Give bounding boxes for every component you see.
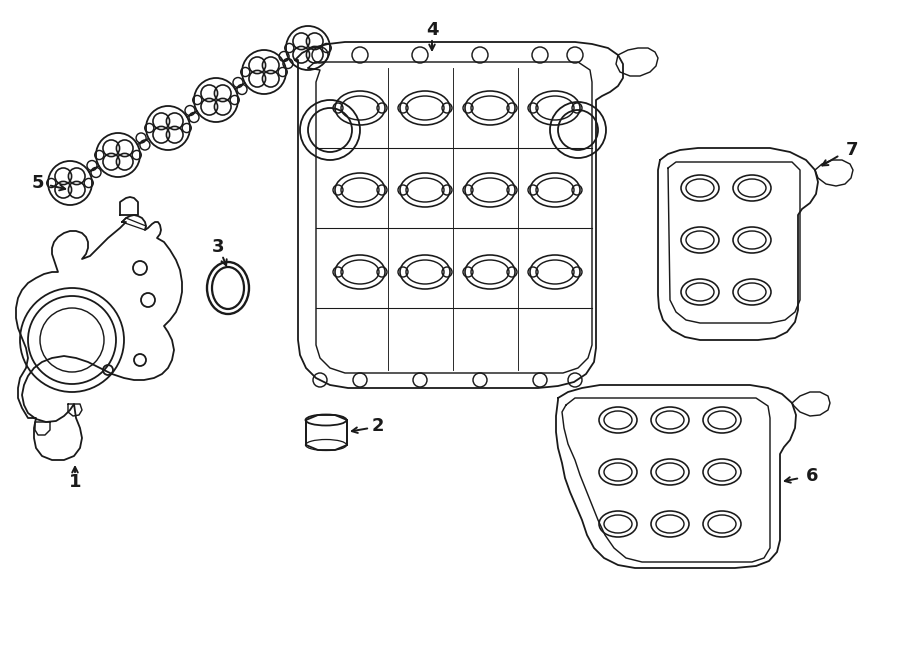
Text: 2: 2	[372, 417, 384, 435]
Text: 6: 6	[806, 467, 818, 485]
Text: 5: 5	[32, 174, 44, 192]
Text: 3: 3	[212, 238, 224, 256]
Text: 7: 7	[846, 141, 859, 159]
Text: 1: 1	[68, 473, 81, 491]
Text: 4: 4	[426, 21, 438, 39]
